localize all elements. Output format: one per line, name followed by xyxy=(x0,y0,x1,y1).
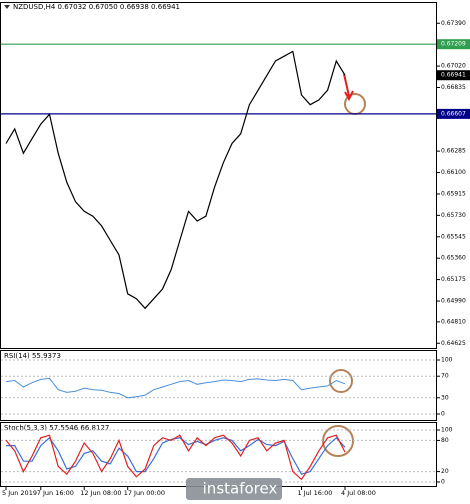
main-line xyxy=(5,434,346,481)
y-tick-label: 0.65915 xyxy=(441,190,466,197)
annotation-circle xyxy=(329,369,353,393)
annotation-circle xyxy=(322,425,354,457)
y-tick-label: 0.65360 xyxy=(441,255,466,262)
level-label: 0.67209 xyxy=(441,41,466,48)
y-tick-label: 0.65730 xyxy=(441,212,466,219)
level-tag xyxy=(437,108,470,119)
x-tick-label: 17 Jun 00:00 xyxy=(124,489,165,497)
x-tick-label: 1 Jul 16:00 xyxy=(298,489,333,497)
y-tick-label: 70 xyxy=(441,373,449,380)
stoch-title: Stoch(5,3,3) 57.5546 66.8127 xyxy=(4,424,109,432)
y-tick-label: 0.65545 xyxy=(441,233,466,240)
header-icon xyxy=(4,5,10,9)
y-tick-label: 0.64810 xyxy=(441,318,466,325)
x-tick-label: 7 Jun 16:00 xyxy=(37,489,74,497)
rsi-title: RSI(14) 55.9373 xyxy=(4,352,61,360)
watermark-box xyxy=(186,478,282,500)
watermark: instaforex xyxy=(203,480,278,498)
x-tick-label: 5 Jun 2019 xyxy=(2,489,37,497)
y-tick-label: 0.66100 xyxy=(441,169,466,176)
y-tick-label: 0.67390 xyxy=(441,20,466,27)
y-tick-label: 100 xyxy=(441,357,453,364)
annotation-arrow xyxy=(343,73,354,102)
y-tick-label: 0.67020 xyxy=(441,63,466,70)
y-tick-label: 20 xyxy=(441,468,449,475)
rsi-panel xyxy=(0,350,437,421)
y-tick-label: 0.66835 xyxy=(441,84,466,91)
y-tick-label: 0 xyxy=(441,479,445,486)
y-tick-label: 0.64990 xyxy=(441,298,466,305)
y-tick-label: 0.64625 xyxy=(441,340,466,347)
y-tick-label: 80 xyxy=(441,437,449,444)
y-tick-label: 0 xyxy=(441,411,445,418)
y-tick-label: 0.66285 xyxy=(441,148,466,155)
signal-line xyxy=(6,436,346,475)
x-tick-label: 12 Jun 08:00 xyxy=(80,489,121,497)
level-label: 0.66607 xyxy=(441,110,466,117)
level-tag xyxy=(437,70,470,81)
level-label: 0.66941 xyxy=(441,72,466,79)
y-tick-label: 0.65175 xyxy=(441,276,466,283)
level-tag xyxy=(437,39,470,50)
y-tick-label: 30 xyxy=(441,394,449,401)
y-tick-label: 100 xyxy=(441,427,453,434)
main-title: NZDUSD,H4 0.67032 0.67050 0.66938 0.6694… xyxy=(13,3,180,11)
price-line xyxy=(5,50,346,310)
x-tick-label: 4 Jul 08:00 xyxy=(341,489,376,497)
price-line xyxy=(5,377,346,399)
main-panel xyxy=(0,2,437,349)
